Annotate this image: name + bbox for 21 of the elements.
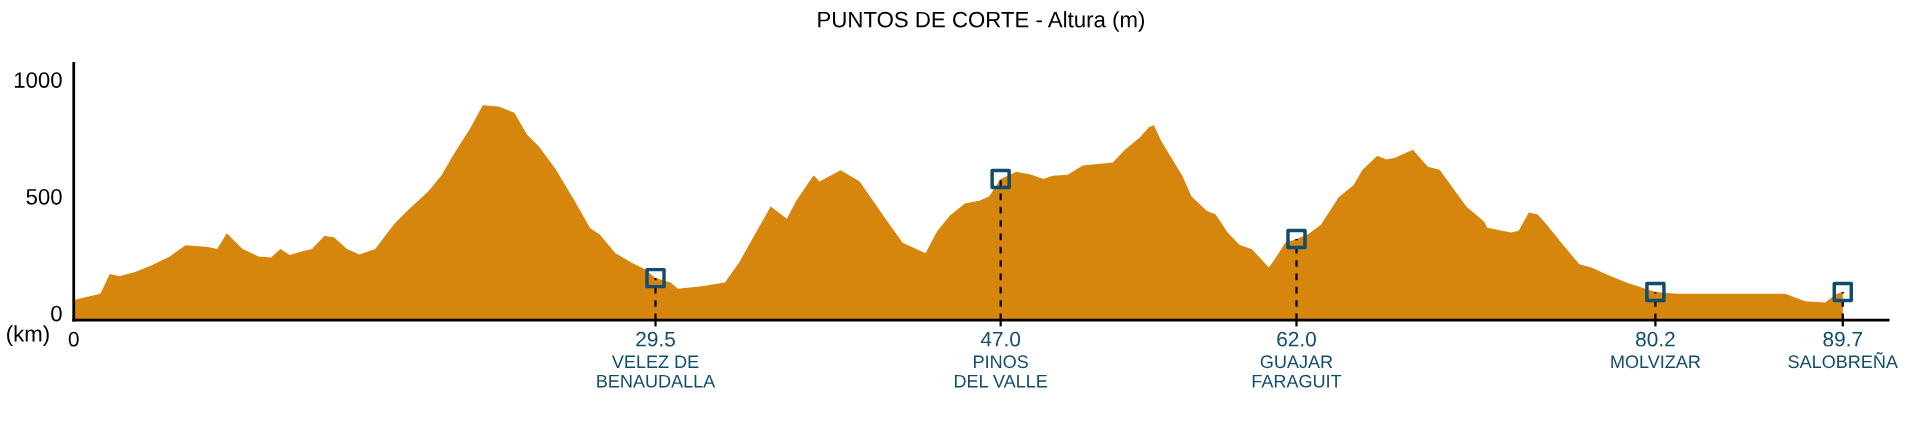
ref-line-label: GUAJAR FARAGUIT [1252, 355, 1342, 388]
x-tick-label: 47.0 [980, 331, 1021, 347]
x-axis-title: (km) [7, 325, 49, 346]
point [1286, 228, 1307, 250]
x-tick-label: 80.2 [1636, 331, 1675, 347]
chart-title: PUNTOS DE CORTE - Altura (m) [818, 11, 1144, 32]
x-tick-label: 89.7 [1823, 331, 1862, 347]
y-tick-label: 1000 [14, 72, 62, 88]
x-tick-label: 62.0 [1277, 331, 1316, 347]
ref-line-label: MOLVIZAR [1611, 355, 1701, 369]
ref-line-label: VELEZ DE BENAUDALLA [597, 355, 716, 388]
point [1832, 281, 1854, 303]
point [645, 267, 666, 289]
point [990, 168, 1011, 190]
x-tick-label: 29.5 [636, 331, 675, 347]
ref-line-label: SALOBREÑA [1788, 352, 1898, 369]
point [1645, 281, 1666, 303]
y-tick-label: 0 [51, 305, 62, 322]
y-tick-label: 500 [26, 188, 62, 205]
x-tick-label: 0 [68, 331, 79, 347]
ref-line-label: PINOS DEL VALLE [954, 355, 1048, 388]
